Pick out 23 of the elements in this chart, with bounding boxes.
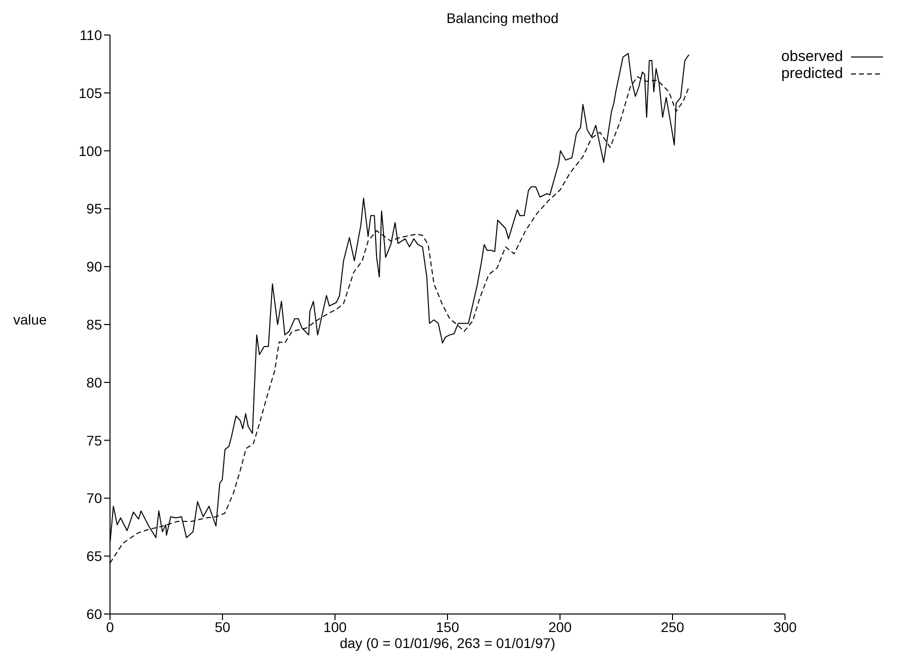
- y-tick-label: 105: [78, 84, 102, 101]
- y-tick-label: 70: [86, 490, 102, 506]
- legend-label: predicted: [781, 65, 843, 82]
- y-tick-label: 100: [78, 142, 102, 159]
- chart-title: Balancing method: [445, 10, 560, 26]
- x-tick-label: 300: [773, 618, 797, 635]
- y-tick-label: 65: [86, 548, 102, 564]
- x-tick-label: 100: [323, 618, 347, 635]
- legend-label: observed: [781, 48, 843, 65]
- x-tick-label: 50: [214, 618, 230, 635]
- x-tick-label: 200: [548, 618, 572, 635]
- y-axis-title: value: [13, 312, 47, 328]
- y-tick-label: 90: [86, 258, 102, 275]
- y-tick-label: 95: [86, 200, 102, 217]
- x-tick-label: 250: [660, 618, 684, 635]
- y-tick-label: 110: [80, 26, 102, 43]
- y-tick-label: 85: [86, 316, 102, 332]
- x-axis-title: day (0 = 01/01/96, 263 = 01/01/97): [340, 635, 556, 651]
- x-tick-label: 0: [106, 618, 114, 635]
- y-tick-label: 60: [86, 606, 102, 622]
- x-tick-label: 150: [436, 618, 460, 635]
- y-tick-label: 75: [86, 432, 102, 448]
- y-tick-label: 80: [86, 374, 102, 390]
